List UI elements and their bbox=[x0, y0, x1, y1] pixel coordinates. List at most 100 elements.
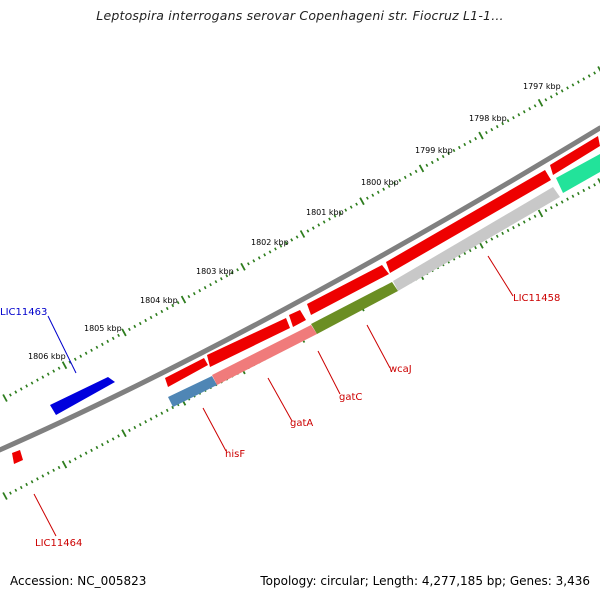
leader-gatA bbox=[267, 377, 293, 422]
inner-tick-109 bbox=[593, 183, 596, 187]
tick-label-1801: 1801 kbp bbox=[306, 208, 344, 217]
outer-tick-85 bbox=[463, 142, 467, 147]
genome-backbone bbox=[0, 125, 600, 453]
outer-tick-71 bbox=[387, 184, 391, 188]
inner-tick-19 bbox=[106, 440, 110, 444]
outer-tick-81 bbox=[441, 154, 445, 159]
gene-label-wcaJ[interactable]: wcaJ bbox=[389, 364, 412, 375]
gene-arrow-cyan[interactable] bbox=[556, 154, 600, 193]
inner-tick-90 bbox=[490, 237, 494, 241]
outer-tick-109 bbox=[593, 71, 596, 75]
inner-tick-24 bbox=[133, 425, 137, 430]
outer-tick-28 bbox=[155, 312, 158, 317]
outer-tick-110 bbox=[597, 66, 600, 72]
outer-tick-29 bbox=[160, 309, 164, 314]
outer-tick-101 bbox=[549, 95, 553, 99]
gene-gatC[interactable] bbox=[311, 282, 398, 334]
tick-label-1798: 1798 kbp bbox=[469, 114, 507, 123]
inner-tick-97 bbox=[528, 217, 532, 221]
inner-tick-4 bbox=[25, 482, 29, 487]
gene-label-hisF[interactable]: hisF bbox=[225, 449, 245, 460]
gene-hisF[interactable] bbox=[168, 376, 217, 407]
outer-tick-87 bbox=[474, 136, 477, 141]
tick-label-1804: 1804 kbp bbox=[140, 296, 178, 305]
outer-tick-86 bbox=[468, 139, 472, 144]
outer-tick-107 bbox=[582, 77, 586, 81]
tick-label-1805: 1805 kbp bbox=[84, 324, 122, 333]
tick-label-1806: 1806 kbp bbox=[28, 352, 66, 361]
outer-tick-83 bbox=[452, 148, 456, 153]
outer-tick-78 bbox=[425, 163, 429, 168]
outer-tick-89 bbox=[485, 130, 488, 135]
inner-tick-13 bbox=[73, 457, 77, 461]
genome-summary: Topology: circular; Length: 4,277,185 bp… bbox=[260, 574, 590, 588]
inner-tick-94 bbox=[512, 226, 515, 230]
gene-arrow-red-3[interactable] bbox=[289, 310, 306, 327]
outer-tick-22 bbox=[121, 328, 127, 337]
outer-tick-82 bbox=[447, 151, 450, 156]
inner-tick-105 bbox=[571, 194, 575, 198]
gene-arrow-red-1[interactable] bbox=[165, 358, 208, 387]
outer-tick-24 bbox=[133, 324, 137, 329]
inner-tick-20 bbox=[111, 437, 115, 441]
outer-tick-15 bbox=[84, 351, 88, 355]
outer-tick-68 bbox=[371, 193, 375, 197]
outer-tick-106 bbox=[576, 80, 580, 84]
outer-tick-69 bbox=[376, 190, 380, 194]
inner-tick-91 bbox=[495, 234, 499, 238]
outer-tick-5 bbox=[30, 381, 34, 385]
inner-tick-23 bbox=[128, 428, 131, 432]
leader-wcaJ bbox=[366, 324, 391, 369]
outer-tick-30 bbox=[165, 306, 169, 311]
gene-arrow-blue[interactable] bbox=[50, 377, 115, 415]
outer-tick-39 bbox=[214, 280, 218, 284]
outer-tick-98 bbox=[533, 104, 537, 108]
map-title: Leptospira interrogans serovar Copenhage… bbox=[96, 8, 504, 23]
gene-label-lic11458[interactable]: LIC11458 bbox=[513, 293, 560, 304]
tick-label-1799: 1799 kbp bbox=[415, 146, 453, 155]
outer-tick-70 bbox=[382, 187, 386, 191]
inner-tick-93 bbox=[506, 228, 510, 233]
tick-label-1802: 1802 kbp bbox=[251, 238, 289, 247]
inner-tick-101 bbox=[549, 206, 553, 210]
inner-tick-98 bbox=[533, 214, 537, 218]
tick-label-1803: 1803 kbp bbox=[196, 267, 234, 276]
gene-label-lic11464[interactable]: LIC11464 bbox=[35, 538, 82, 549]
outer-tick-33 bbox=[180, 295, 187, 304]
outer-tick-12 bbox=[68, 360, 72, 364]
inner-tick-89 bbox=[485, 240, 488, 244]
tick-label-1800: 1800 kbp bbox=[361, 178, 399, 187]
gene-arrow-red-2[interactable] bbox=[207, 318, 290, 367]
outer-tick-43 bbox=[236, 268, 239, 272]
outer-tick-44 bbox=[240, 262, 246, 271]
gene-label-lic11463[interactable]: LIC11463 bbox=[0, 307, 47, 318]
leader-lic11458 bbox=[487, 255, 514, 297]
outer-tick-53 bbox=[290, 238, 294, 242]
outer-tick-74 bbox=[403, 175, 407, 179]
gene-wcaJ[interactable] bbox=[393, 187, 560, 291]
gene-arrow-red-4[interactable] bbox=[307, 265, 389, 315]
outer-tick-41 bbox=[225, 274, 229, 278]
outer-tick-14 bbox=[79, 354, 83, 358]
inner-tick-87 bbox=[474, 246, 477, 250]
gene-label-gatA[interactable]: gatA bbox=[290, 418, 313, 429]
outer-tick-59 bbox=[322, 220, 326, 224]
outer-tick-49 bbox=[268, 250, 272, 254]
gene-label-gatC[interactable]: gatC bbox=[339, 392, 362, 403]
inner-tick-6 bbox=[36, 477, 39, 481]
gene-arrow-red-7[interactable] bbox=[12, 450, 23, 464]
outer-tick-31 bbox=[171, 303, 175, 308]
outer-tick-103 bbox=[560, 89, 564, 93]
outer-tick-7 bbox=[41, 375, 45, 379]
inner-tick-16 bbox=[90, 448, 93, 452]
gene-arrow-red-5[interactable] bbox=[386, 170, 551, 273]
leader-gatC bbox=[317, 350, 341, 395]
inner-tick-2 bbox=[14, 488, 18, 492]
gene-gatA[interactable] bbox=[212, 325, 317, 385]
outer-tick-32 bbox=[176, 300, 180, 305]
outer-tick-9 bbox=[52, 369, 56, 373]
gene-arrow-red-6[interactable] bbox=[550, 136, 600, 175]
outer-tick-99 bbox=[537, 98, 544, 107]
outer-tick-76 bbox=[414, 169, 418, 174]
inner-tick-27 bbox=[149, 417, 153, 421]
